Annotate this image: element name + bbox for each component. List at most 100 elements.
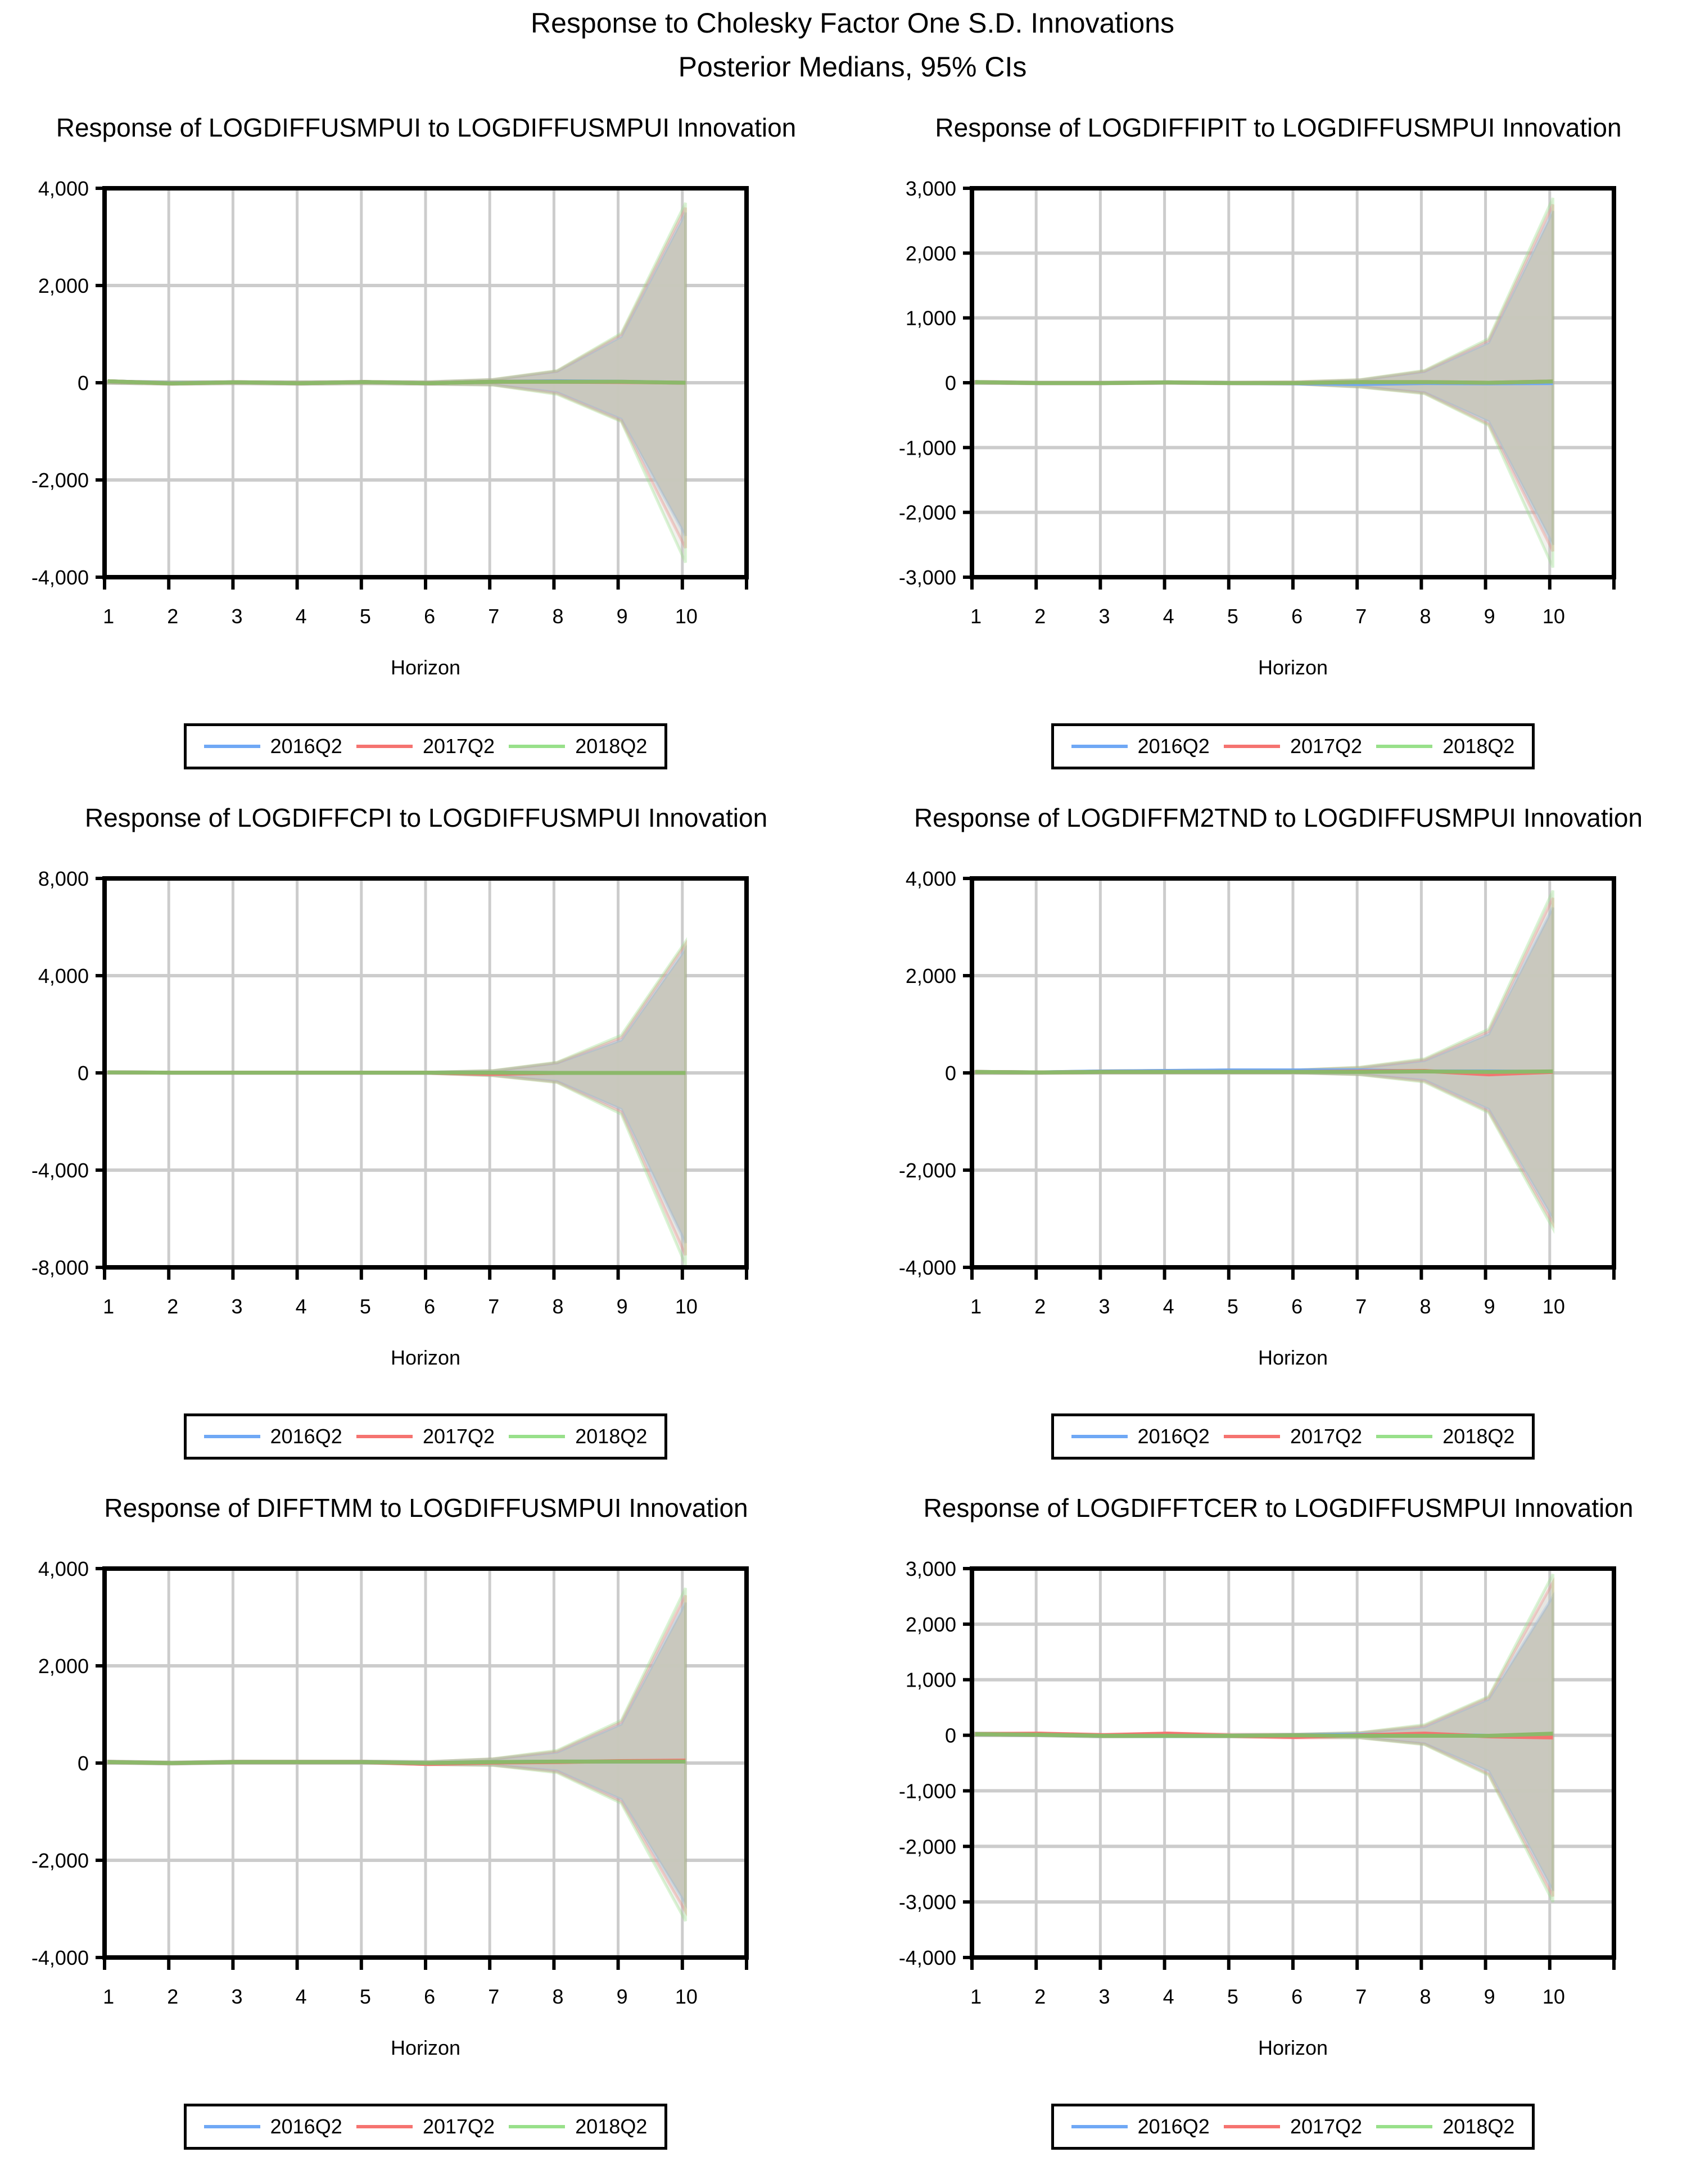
x-tick-label: 2: [1034, 605, 1046, 628]
x-tick-label: 5: [1227, 1295, 1238, 1318]
x-tick-label: 5: [360, 605, 371, 628]
panel-logdiffipit: Response of LOGDIFFIPIT to LOGDIFFUSMPUI…: [852, 112, 1704, 804]
x-tick-label: 10: [675, 1985, 698, 2008]
y-tick-label: -2,000: [899, 1159, 956, 1182]
x-axis-label: Horizon: [390, 656, 461, 679]
panel-title: Response of LOGDIFFUSMPUI to LOGDIFFUSMP…: [56, 113, 797, 142]
y-tick-label: 8,000: [38, 867, 89, 890]
legend-label: 2017Q2: [1290, 735, 1363, 758]
figure-subtitle: Posterior Medians, 95% CIs: [678, 51, 1027, 83]
y-tick-label: 0: [945, 1724, 956, 1747]
legend-line-icon: [356, 745, 413, 748]
legend-label: 2016Q2: [270, 735, 342, 758]
y-tick-label: -4,000: [899, 1946, 956, 1969]
y-tick-label: 4,000: [38, 177, 89, 200]
chart-svg: 4,000 2,000 0 -2,000 -4,000 1 2 3 4 5 6 7 8 9 10: [31, 177, 749, 628]
x-tick-label: 1: [103, 1985, 114, 2008]
legend-item: 2017Q2: [356, 735, 495, 758]
legend-item: 2018Q2: [509, 2115, 647, 2138]
y-tick-label: -4,000: [31, 1159, 89, 1182]
legend-line-icon: [1223, 2125, 1280, 2128]
x-axis-label: Horizon: [1258, 1346, 1328, 1369]
legend-line-icon: [1223, 745, 1280, 748]
x-tick-label: 10: [1543, 605, 1565, 628]
y-tick-label: -2,000: [31, 469, 89, 492]
legend-line-icon: [203, 2125, 260, 2128]
x-tick-label: 6: [1291, 1985, 1303, 2008]
legend-label: 2018Q2: [1442, 735, 1515, 758]
chart-svg: 4,000 2,000 0 -2,000 -4,000 1 2 3 4 5 6 7 8 9 10: [899, 867, 1616, 1318]
figure-title: Response to Cholesky Factor One S.D. Inn…: [530, 7, 1175, 39]
panel-logdiffm2tnd: Response of LOGDIFFM2TND to LOGDIFFUSMPU…: [852, 803, 1704, 1494]
x-tick-label: 4: [1163, 605, 1174, 628]
median-line-2018Q2: [107, 1070, 686, 1075]
chart-svg: 4,000 2,000 0 -2,000 -4,000 1 2 3 4 5 6 7 8 9 10: [31, 1557, 749, 2008]
y-tick-label: 2,000: [906, 1613, 956, 1636]
y-tick-label: 1,000: [906, 1669, 956, 1692]
x-tick-label: 3: [231, 1295, 242, 1318]
legend-label: 2018Q2: [1442, 2115, 1515, 2138]
x-tick-label: 8: [1419, 1985, 1431, 2008]
legend-item: 2016Q2: [1071, 735, 1210, 758]
y-tick-label: 4,000: [38, 964, 89, 987]
x-tick-label: 9: [617, 1985, 628, 2008]
x-tick-label: 9: [1484, 1985, 1495, 2008]
chart-svg: 3,000 2,000 1,000 0 -1,000 -2,000 -3,000 -4,000…: [899, 1557, 1616, 2008]
legend-label: 2018Q2: [575, 1425, 648, 1448]
legend-item: 2018Q2: [1376, 2115, 1514, 2138]
x-tick-label: 1: [970, 1295, 982, 1318]
legend-line-icon: [1376, 1435, 1433, 1438]
y-tick-label: -1,000: [899, 1779, 956, 1802]
x-tick-label: 10: [675, 1295, 698, 1318]
y-tick-label: -1,000: [899, 436, 956, 459]
legend-item: 2017Q2: [356, 2115, 495, 2138]
legend-line-icon: [509, 745, 566, 748]
x-tick-label: 6: [1291, 1295, 1303, 1318]
legend-label: 2017Q2: [422, 735, 495, 758]
x-tick-label: 3: [1098, 605, 1110, 628]
legend-label: 2017Q2: [1290, 2115, 1363, 2138]
y-tick-label: 0: [78, 371, 89, 395]
legend-label: 2016Q2: [270, 2115, 342, 2138]
ci-band-2018Q2: [974, 890, 1555, 1234]
legend: 2016Q2 2017Q2 2018Q2: [1051, 723, 1535, 769]
x-tick-label: 10: [1543, 1295, 1565, 1318]
panel-difftmm: Response of DIFFTMM to LOGDIFFUSMPUI Inn…: [0, 1493, 852, 2184]
panel-logdiffusmpui: Response of LOGDIFFUSMPUI to LOGDIFFUSMP…: [0, 112, 852, 804]
legend-item: 2017Q2: [356, 1425, 495, 1448]
x-tick-label: 5: [360, 1295, 371, 1318]
x-tick-label: 7: [488, 605, 499, 628]
legend-label: 2018Q2: [575, 2115, 648, 2138]
panel-title: Response of LOGDIFFIPIT to LOGDIFFUSMPUI…: [935, 113, 1622, 142]
legend-line-icon: [1223, 1435, 1280, 1438]
legend-line-icon: [509, 2125, 566, 2128]
legend-line-icon: [1376, 2125, 1433, 2128]
legend-item: 2016Q2: [1071, 2115, 1210, 2138]
x-tick-label: 3: [231, 605, 242, 628]
x-tick-label: 9: [617, 1295, 628, 1318]
x-tick-label: 10: [675, 605, 698, 628]
legend: 2016Q2 2017Q2 2018Q2: [1051, 1413, 1535, 1460]
x-tick-label: 2: [167, 1295, 178, 1318]
x-tick-label: 2: [167, 605, 178, 628]
y-tick-label: -2,000: [31, 1849, 89, 1872]
panel-title: Response of LOGDIFFCPI to LOGDIFFUSMPUI …: [84, 803, 768, 832]
legend-line-icon: [356, 2125, 413, 2128]
legend-line-icon: [203, 745, 260, 748]
y-tick-label: 0: [78, 1752, 89, 1775]
x-tick-label: 7: [1355, 605, 1367, 628]
x-tick-label: 2: [1034, 1985, 1046, 2008]
legend-label: 2016Q2: [270, 1425, 342, 1448]
y-tick-label: 0: [945, 1062, 956, 1085]
legend-line-icon: [1071, 1435, 1128, 1438]
y-tick-label: -3,000: [899, 566, 956, 589]
y-tick-label: 1,000: [906, 307, 956, 330]
x-tick-label: 9: [1484, 605, 1495, 628]
x-axis-label: Horizon: [1258, 656, 1328, 679]
legend-line-icon: [509, 1435, 566, 1438]
y-tick-label: 2,000: [38, 1655, 89, 1678]
x-tick-label: 6: [1291, 605, 1303, 628]
y-tick-label: 3,000: [906, 1557, 956, 1580]
legend-line-icon: [1071, 2125, 1128, 2128]
x-tick-label: 7: [1355, 1295, 1367, 1318]
